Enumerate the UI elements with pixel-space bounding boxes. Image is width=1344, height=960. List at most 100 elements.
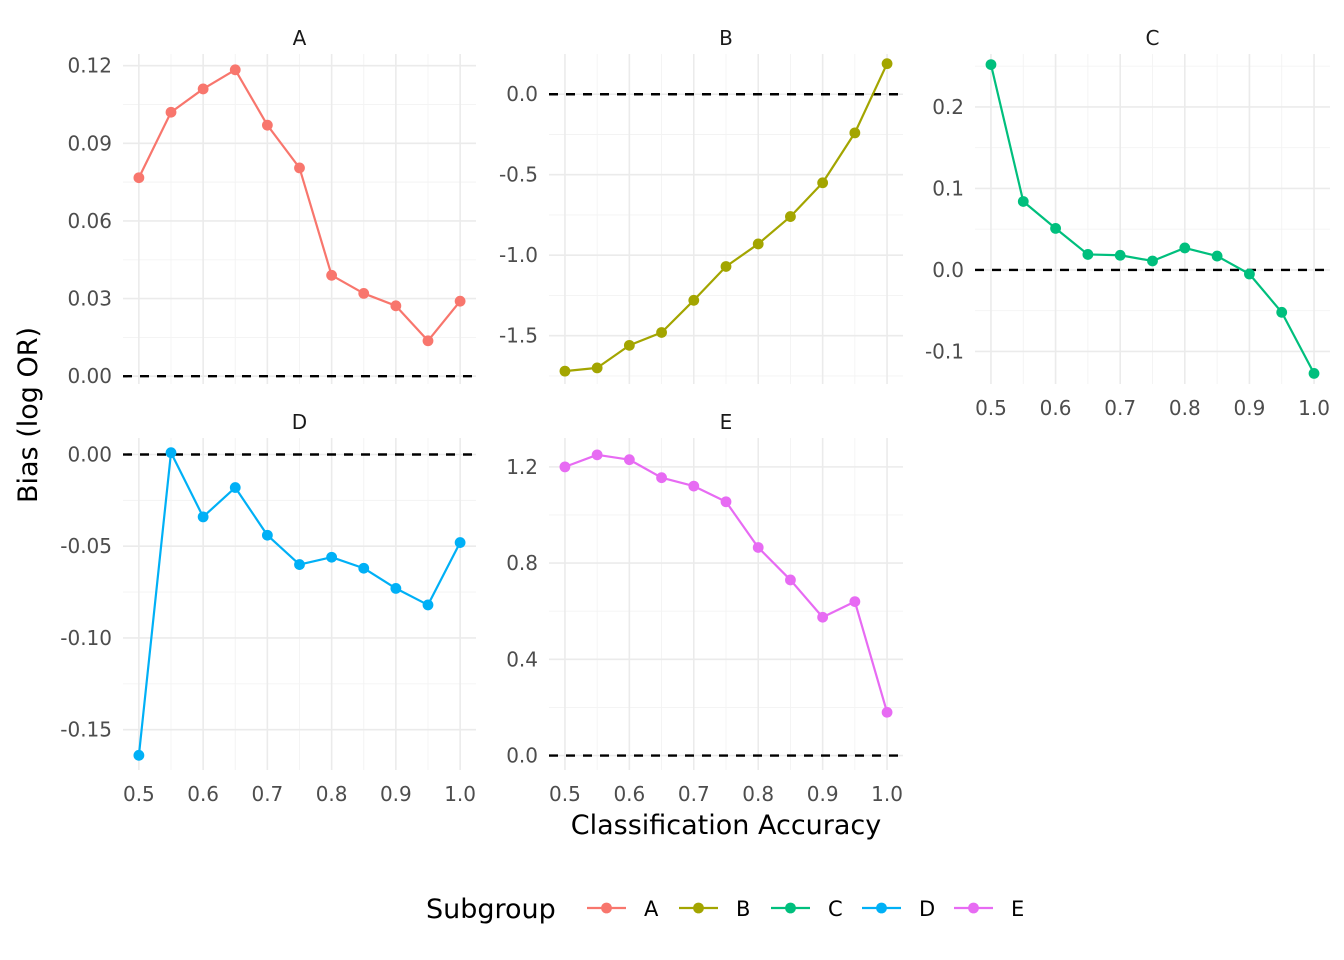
x-tick-label: 0.5: [549, 782, 581, 806]
data-point: [849, 596, 861, 607]
data-point: [752, 542, 764, 553]
data-point: [591, 449, 603, 461]
data-point: [133, 172, 145, 184]
y-tick-label: 0.00: [67, 364, 112, 388]
x-tick-label: 1.0: [444, 782, 476, 806]
data-point: [454, 537, 466, 548]
y-tick-label: 0.8: [506, 551, 538, 575]
data-point: [623, 454, 635, 466]
x-tick-label: 0.9: [1234, 396, 1266, 420]
x-tick-label: 0.6: [187, 782, 219, 806]
data-point: [1114, 249, 1126, 261]
x-tick-label: 0.8: [742, 782, 774, 806]
panel-C: -0.1 0.0 0.1 0.2 0.5 0.6 0.7 0.8 0.9 1.0 C: [925, 26, 1330, 420]
y-tick-label: -0.10: [60, 626, 112, 650]
data-point: [1050, 222, 1061, 234]
legend-item-B: B: [679, 897, 750, 921]
legend-label: C: [828, 897, 843, 921]
data-point: [390, 583, 402, 594]
data-point: [688, 480, 700, 492]
data-point: [1082, 249, 1094, 260]
data-point: [591, 362, 603, 374]
legend-key-point: [785, 902, 796, 914]
y-tick-label: 0.0: [506, 744, 538, 768]
data-point: [1244, 268, 1255, 280]
y-tick-label: -0.15: [60, 718, 112, 742]
data-point: [1211, 250, 1223, 262]
y-tick-label: 0.09: [67, 131, 112, 155]
x-tick-label: 0.8: [316, 782, 348, 806]
y-tick-label: -1.0: [499, 243, 538, 267]
data-point: [623, 339, 635, 351]
legend-item-D: D: [862, 897, 935, 921]
data-point: [326, 269, 338, 281]
data-point: [656, 472, 667, 484]
data-point: [1308, 368, 1320, 379]
panel-B: -1.5 -1.0 -0.5 0.0 B: [499, 26, 903, 384]
data-point: [559, 461, 571, 473]
x-tick-label: 0.7: [1104, 396, 1136, 420]
y-tick-label: -0.1: [925, 339, 964, 363]
legend-label: A: [644, 897, 659, 921]
data-point: [229, 64, 241, 76]
y-tick-label: 0.4: [506, 647, 538, 671]
y-tick-label: -1.5: [499, 324, 538, 348]
data-point: [656, 327, 667, 338]
data-point: [358, 562, 370, 574]
data-point: [326, 551, 338, 563]
data-point: [261, 529, 273, 541]
legend-key-point: [601, 902, 612, 914]
data-point: [294, 162, 305, 174]
legend-label: E: [1011, 897, 1024, 921]
legend: Subgroup A B C D E: [426, 894, 1024, 925]
panel-title: E: [720, 410, 733, 434]
data-point: [197, 83, 209, 95]
x-axis-title: Classification Accuracy: [571, 810, 882, 841]
data-point: [720, 496, 732, 508]
data-point: [165, 447, 177, 459]
y-tick-label: 0.12: [67, 54, 112, 78]
data-point: [849, 127, 861, 139]
panel-title: B: [719, 26, 733, 50]
x-tick-label: 0.6: [1040, 396, 1072, 420]
y-tick-label: 0.03: [67, 287, 112, 311]
legend-key-point: [968, 902, 979, 914]
x-tick-label: 1.0: [871, 782, 903, 806]
data-point: [817, 177, 829, 189]
x-tick-label: 0.6: [613, 782, 645, 806]
legend-key-point: [693, 902, 704, 914]
data-point: [165, 106, 177, 118]
x-tick-label: 0.9: [807, 782, 839, 806]
y-tick-label: -0.5: [499, 163, 538, 187]
data-point: [1147, 255, 1158, 267]
y-tick-label: 0.2: [932, 95, 964, 119]
legend-item-E: E: [954, 897, 1024, 921]
x-tick-label: 0.8: [1169, 396, 1201, 420]
data-point: [422, 335, 434, 347]
data-point: [261, 119, 273, 131]
data-point: [720, 261, 732, 272]
y-tick-label: 0.0: [932, 258, 964, 282]
data-point: [817, 611, 829, 623]
y-tick-label: 0.1: [932, 176, 964, 200]
x-tick-label: 0.9: [380, 782, 412, 806]
x-tick-label: 0.7: [251, 782, 283, 806]
x-tick-label: 0.5: [975, 396, 1007, 420]
data-point: [985, 59, 997, 70]
data-point: [688, 294, 700, 306]
y-tick-label: 0.0: [506, 82, 538, 106]
data-point: [559, 365, 571, 377]
legend-label: B: [736, 897, 750, 921]
data-point: [454, 295, 466, 307]
data-point: [294, 559, 305, 570]
x-tick-label: 1.0: [1298, 396, 1330, 420]
data-point: [133, 749, 145, 761]
legend-title: Subgroup: [426, 894, 556, 925]
panel-E: 0.0 0.4 0.8 1.2 0.5 0.6 0.7 0.8 0.9 1.0 E: [506, 410, 903, 806]
legend-keys: A B C D E: [587, 897, 1024, 921]
data-point: [1179, 242, 1191, 254]
data-point: [1017, 196, 1029, 207]
panel-D: -0.15 -0.10 -0.05 0.00 0.5 0.6 0.7 0.8 0.9 1.0 D: [60, 410, 476, 806]
panel-title: D: [292, 410, 307, 434]
